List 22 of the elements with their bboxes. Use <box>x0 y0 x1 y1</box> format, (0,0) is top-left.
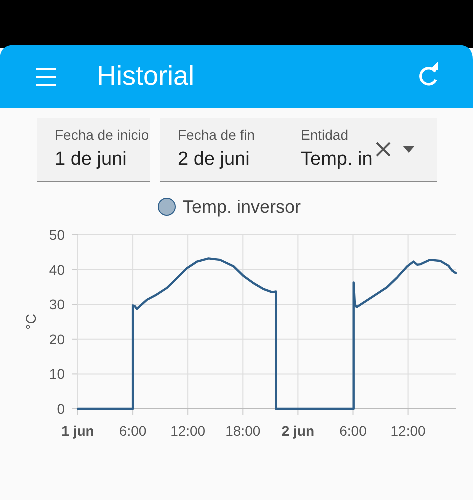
y-tick-label: 30 <box>49 296 66 313</box>
x-tick-label: 12:00 <box>390 423 426 439</box>
y-tick-label: 0 <box>57 401 66 417</box>
x-tick-label: 1 jun <box>62 423 94 439</box>
x-tick-label: 12:00 <box>170 423 206 439</box>
text: Temp. in <box>301 149 373 170</box>
y-tick-label: 50 <box>49 227 66 243</box>
chart-title: Historial <box>97 61 195 91</box>
x-tick-label: 6:00 <box>119 423 147 439</box>
y-tick-label: 10 <box>49 366 66 382</box>
x-tick-label: 2 jun <box>282 423 315 439</box>
y-axis-title: °C <box>23 314 39 330</box>
text: 1 de juni <box>55 149 127 170</box>
y-tick-label: 40 <box>49 262 66 278</box>
legend-label: Temp. inversor <box>183 197 302 217</box>
text: 2 de juni <box>178 149 250 170</box>
x-tick-label: 18:00 <box>226 423 261 439</box>
y-tick-label: 20 <box>49 331 66 348</box>
x-tick-label: 6:00 <box>340 423 368 439</box>
text: Fecha de fin <box>178 127 256 143</box>
text: Fecha de inicio <box>55 127 150 143</box>
text: Entidad <box>301 127 348 143</box>
